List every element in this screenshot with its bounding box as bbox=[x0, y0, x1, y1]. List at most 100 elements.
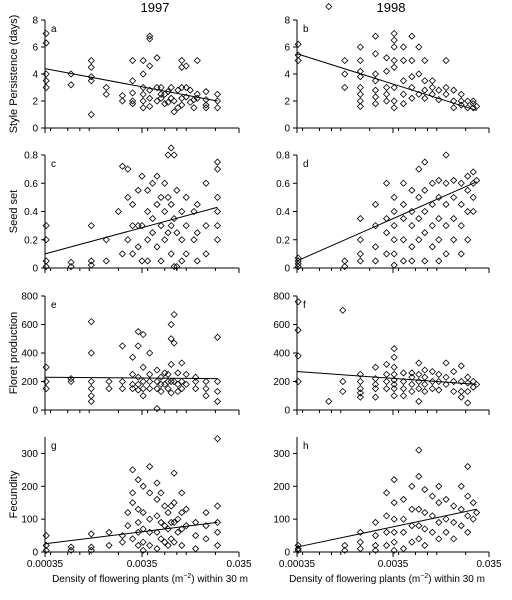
data-point bbox=[170, 538, 178, 546]
data-point bbox=[294, 352, 302, 360]
panel-e: 0 200 400 600 800 e Floret production bbox=[8, 292, 240, 417]
panel-f: 0 200 400 600 800 f bbox=[273, 292, 490, 417]
data-point bbox=[341, 83, 349, 92]
data-point bbox=[408, 207, 416, 216]
data-point bbox=[213, 193, 222, 201]
data-point bbox=[421, 380, 429, 388]
data-point bbox=[202, 104, 210, 112]
panel-b: 0 2 4 6 8 b bbox=[284, 2, 490, 135]
data-point bbox=[442, 56, 450, 65]
panel-letter: d bbox=[303, 159, 309, 170]
data-point bbox=[213, 236, 222, 244]
data-point bbox=[170, 499, 178, 507]
regression-line bbox=[44, 376, 218, 380]
data-point bbox=[129, 466, 137, 474]
data-point bbox=[164, 377, 172, 386]
data-point bbox=[213, 104, 222, 112]
data-point bbox=[129, 380, 137, 388]
data-point bbox=[182, 370, 190, 378]
data-point bbox=[435, 257, 443, 265]
data-point bbox=[442, 528, 450, 536]
y-tick-label: 8 bbox=[284, 16, 290, 27]
data-point bbox=[182, 522, 190, 530]
data-point bbox=[178, 56, 186, 65]
panel-letter: a bbox=[51, 24, 57, 35]
panel-g: 0 100 200 300 0.00035 0.0035 0.035 g Fecundity bbox=[8, 435, 252, 570]
data-point bbox=[202, 87, 210, 96]
data-point bbox=[164, 229, 172, 237]
data-point bbox=[390, 345, 398, 353]
data-point bbox=[390, 353, 398, 361]
panel-a: 0 2 4 6 8 a Style Persistence (days) bbox=[8, 15, 240, 135]
data-point bbox=[399, 200, 408, 209]
data-point bbox=[435, 193, 443, 201]
data-point bbox=[408, 222, 416, 230]
data-point bbox=[146, 102, 154, 110]
data-point bbox=[164, 370, 172, 378]
data-point bbox=[153, 377, 161, 386]
data-point bbox=[415, 505, 423, 513]
data-point bbox=[129, 385, 137, 393]
regression-line bbox=[296, 181, 477, 262]
y-tick-label: 200 bbox=[273, 377, 290, 388]
data-point bbox=[457, 179, 465, 187]
data-point bbox=[178, 207, 186, 216]
data-point bbox=[383, 90, 391, 98]
data-point bbox=[339, 306, 347, 314]
y-tick-label: 0.2 bbox=[276, 235, 290, 246]
data-point bbox=[186, 98, 194, 106]
data-point bbox=[457, 97, 465, 105]
data-point bbox=[129, 200, 137, 209]
data-point bbox=[473, 176, 481, 184]
data-point bbox=[42, 263, 50, 271]
data-point bbox=[428, 83, 436, 92]
data-point bbox=[371, 363, 380, 371]
data-point bbox=[371, 380, 380, 388]
data-point bbox=[399, 90, 408, 98]
data-point bbox=[178, 236, 186, 244]
data-point bbox=[428, 222, 436, 230]
data-point bbox=[356, 67, 364, 75]
data-point bbox=[139, 363, 147, 371]
y-tick-label: 6 bbox=[32, 43, 38, 54]
data-point bbox=[105, 541, 113, 549]
data-point bbox=[464, 387, 472, 396]
data-point bbox=[450, 502, 458, 510]
data-point bbox=[356, 97, 364, 105]
data-point bbox=[146, 35, 154, 43]
data-point bbox=[213, 397, 222, 406]
data-point bbox=[399, 77, 408, 85]
data-point bbox=[182, 222, 190, 230]
y-tick-label: 0 bbox=[32, 406, 38, 417]
data-point bbox=[153, 545, 161, 553]
data-point bbox=[129, 499, 137, 507]
data-point bbox=[428, 77, 436, 85]
data-point bbox=[421, 158, 429, 166]
data-point bbox=[294, 51, 302, 59]
regression-line bbox=[296, 508, 477, 548]
data-point bbox=[356, 377, 364, 386]
data-point bbox=[87, 110, 95, 119]
data-point bbox=[435, 482, 443, 490]
data-point bbox=[399, 214, 408, 223]
data-point bbox=[435, 499, 443, 507]
data-point bbox=[164, 541, 172, 549]
data-point bbox=[87, 257, 95, 265]
data-point bbox=[356, 214, 364, 223]
data-point bbox=[170, 214, 178, 223]
data-point bbox=[469, 97, 477, 105]
data-point bbox=[118, 97, 127, 105]
data-point bbox=[161, 369, 169, 377]
data-point bbox=[408, 538, 416, 546]
panel-letter: h bbox=[303, 441, 309, 452]
data-point bbox=[129, 56, 137, 65]
data-point bbox=[202, 535, 210, 543]
data-point bbox=[442, 83, 450, 92]
data-point bbox=[457, 393, 465, 401]
data-point bbox=[42, 236, 50, 244]
data-point bbox=[383, 512, 391, 520]
data-point bbox=[164, 87, 172, 96]
data-point bbox=[339, 377, 347, 386]
data-point bbox=[146, 377, 154, 386]
data-point bbox=[157, 373, 165, 381]
